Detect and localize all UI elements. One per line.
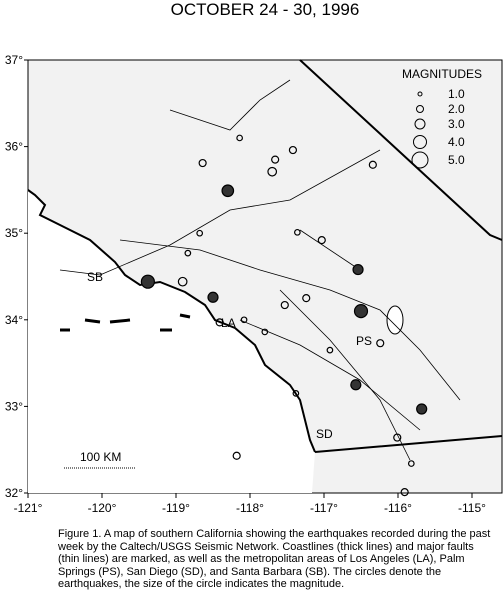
- earthquake: [376, 339, 385, 348]
- scale-label: 100 KM: [80, 450, 121, 464]
- earthquake: [326, 346, 334, 354]
- map-title: OCTOBER 24 - 30, 1996: [171, 0, 360, 19]
- legend-symbol: [416, 105, 424, 113]
- earthquake: [232, 451, 241, 460]
- y-tick-label: 32°: [5, 486, 23, 500]
- place-label: PS: [356, 334, 372, 348]
- earthquake: [352, 263, 364, 276]
- legend-label: 4.0: [448, 135, 465, 149]
- y-tick-label: 36°: [5, 140, 23, 154]
- earthquake: [177, 276, 188, 287]
- earthquake: [215, 318, 224, 327]
- legend-symbol: [413, 135, 427, 149]
- map: OCTOBER 24 - 30, 1996 SB LA PS SD 100 KM…: [5, 0, 503, 515]
- earthquake: [407, 460, 415, 467]
- legend-label: 3.0: [448, 117, 465, 131]
- earthquake: [294, 228, 301, 236]
- x-tick-label: -117°: [310, 501, 338, 515]
- earthquake: [393, 433, 402, 442]
- y-tick-label: 37°: [5, 53, 23, 67]
- ocean: [28, 190, 315, 493]
- place-label: SB: [87, 270, 103, 284]
- x-tick-label: -115°: [458, 501, 486, 515]
- x-tick-label: -119°: [162, 501, 190, 515]
- earthquake: [184, 249, 192, 257]
- y-tick-label: 34°: [5, 313, 23, 327]
- earthquake: [368, 160, 377, 169]
- legend-label: 5.0: [448, 153, 465, 167]
- earthquake: [140, 274, 155, 289]
- y-tick-label: 33°: [5, 399, 23, 413]
- earthquake: [240, 316, 248, 324]
- x-tick-label: -120°: [88, 501, 117, 515]
- earthquake: [317, 236, 326, 245]
- coastline: [27, 189, 316, 453]
- place-label: SD: [316, 427, 333, 441]
- earthquake: [196, 229, 204, 237]
- islands: [60, 313, 191, 332]
- x-tick-label: -118°: [236, 501, 264, 515]
- state-border: [299, 59, 503, 453]
- earthquake: [198, 158, 207, 168]
- earthquake: [350, 379, 362, 391]
- earthquake: [207, 291, 219, 303]
- faults: [59, 79, 461, 461]
- x-tick-label: -121°: [14, 501, 43, 515]
- legend-title: MAGNITUDES: [402, 67, 482, 81]
- legend-label: 2.0: [448, 102, 465, 116]
- x-tick-label: -116°: [384, 501, 412, 515]
- legend-symbol: [414, 118, 426, 130]
- earthquake: [302, 294, 311, 303]
- legend-symbol: [417, 91, 423, 97]
- earthquake: [271, 155, 280, 164]
- legend-symbol: [411, 151, 429, 169]
- earthquake: [353, 304, 369, 319]
- earthquake: [292, 390, 300, 397]
- earthquake: [280, 300, 289, 310]
- earthquake: [236, 134, 243, 142]
- earthquake: [400, 488, 409, 497]
- place-label: LA: [221, 316, 236, 330]
- y-tick-label: 35°: [5, 226, 23, 240]
- earthquake: [288, 145, 298, 155]
- legend-label: 1.0: [448, 87, 465, 101]
- earthquake: [267, 166, 278, 177]
- salton-sea: [386, 305, 404, 335]
- earthquake: [261, 328, 269, 336]
- earthquake: [221, 184, 235, 198]
- earthquake: [416, 403, 428, 415]
- caption: Figure 1. A map of southern California s…: [58, 528, 491, 590]
